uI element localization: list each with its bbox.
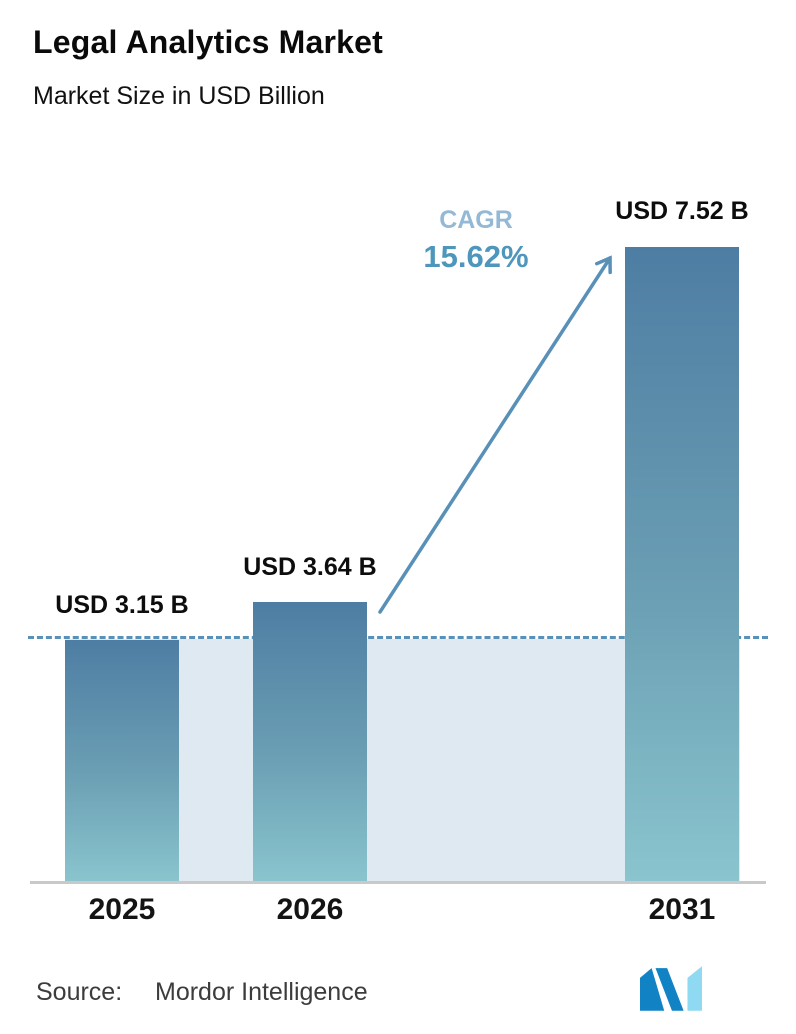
baseline-dashed-line xyxy=(28,636,768,639)
value-label-2025: USD 3.15 B xyxy=(55,591,189,619)
cagr-label: CAGR xyxy=(439,206,513,234)
bar-2026 xyxy=(253,602,367,883)
cagr-annotation: CAGR 15.62% xyxy=(386,206,566,275)
value-label-2026: USD 3.64 B xyxy=(243,553,377,581)
chart-subtitle: Market Size in USD Billion xyxy=(33,82,325,110)
bar-2031 xyxy=(625,247,739,883)
x-tick-2026: 2026 xyxy=(276,893,344,926)
chart-title: Legal Analytics Market xyxy=(33,24,384,60)
cagr-value: 15.62% xyxy=(423,239,529,274)
x-tick-2025: 2025 xyxy=(88,893,156,926)
value-label-2031: USD 7.52 B xyxy=(615,197,749,225)
source-value: Mordor Intelligence xyxy=(155,978,368,1006)
footer: Source: Mordor Intelligence xyxy=(0,960,796,1034)
bar-2025 xyxy=(65,640,179,883)
x-tick-2031: 2031 xyxy=(648,893,716,926)
mordor-intelligence-logo xyxy=(640,966,702,1011)
source-label: Source: xyxy=(36,978,123,1006)
x-axis-line xyxy=(30,881,766,884)
